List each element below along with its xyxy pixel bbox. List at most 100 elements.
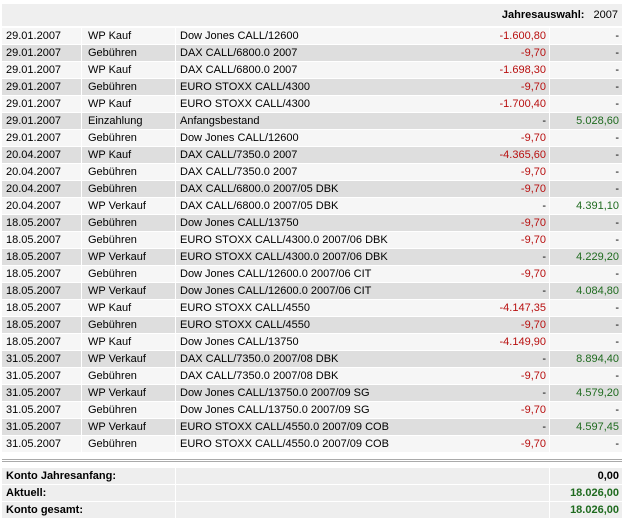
type: Gebühren (82, 181, 175, 197)
credit: - (550, 147, 622, 163)
type: WP Verkauf (82, 419, 175, 435)
debit: -4.147,35 (499, 302, 546, 314)
date: 18.05.2007 (2, 334, 81, 350)
summary-row: Konto Jahresanfang: 0,00 (2, 468, 622, 485)
debit: -9,70 (520, 166, 546, 178)
summary-row: Konto gesamt: 18.026,00 (2, 502, 622, 519)
debit: - (542, 285, 546, 297)
summary-spacer (176, 485, 549, 501)
date: 29.01.2007 (2, 130, 81, 146)
table-row: 18.05.2007 Gebühren Dow Jones CALL/12600.0… (2, 266, 622, 283)
date: 18.05.2007 (2, 232, 81, 248)
summary-label: Konto Jahresanfang: (2, 468, 175, 484)
description: DAX CALL/7350.0 2007/08 DBK (176, 368, 549, 384)
credit: - (550, 96, 622, 112)
credit: - (550, 232, 622, 248)
type: WP Verkauf (82, 198, 175, 214)
table-row: 29.01.2007 Gebühren Dow Jones CALL/12600 -9… (2, 130, 622, 147)
debit: -9,70 (520, 132, 546, 144)
description: Dow Jones CALL/13750.0 2007/09 SG (176, 402, 549, 418)
date: 29.01.2007 (2, 113, 81, 129)
table-row: 29.01.2007 WP Kauf Dow Jones CALL/12600 -1.… (2, 28, 622, 45)
date: 29.01.2007 (2, 96, 81, 112)
date: 18.05.2007 (2, 283, 81, 299)
type: Gebühren (82, 368, 175, 384)
date: 29.01.2007 (2, 28, 81, 44)
table-row: 29.01.2007 Gebühren DAX CALL/6800.0 2007 -9… (2, 45, 622, 62)
date: 31.05.2007 (2, 402, 81, 418)
date: 31.05.2007 (2, 368, 81, 384)
credit: 4.229,20 (550, 249, 622, 265)
credit: 4.597,45 (550, 419, 622, 435)
debit: -4.365,60 (499, 149, 546, 161)
debit: -9,70 (520, 438, 546, 450)
table-row: 29.01.2007 Gebühren EURO STOXX CALL/4300 -9… (2, 79, 622, 96)
summary-row: Aktuell: 18.026,00 (2, 485, 622, 502)
summary-spacer (176, 468, 549, 484)
credit: - (550, 181, 622, 197)
credit: - (550, 28, 622, 44)
type: WP Verkauf (82, 351, 175, 367)
type: Gebühren (82, 436, 175, 452)
date: 29.01.2007 (2, 79, 81, 95)
table-row: 18.05.2007 WP Kauf Dow Jones CALL/13750 -4.… (2, 334, 622, 351)
credit: 4.084,80 (550, 283, 622, 299)
table-row: 18.05.2007 WP Verkauf EURO STOXX CALL/4300… (2, 249, 622, 266)
credit: - (550, 79, 622, 95)
debit: -9,70 (520, 268, 546, 280)
description: DAX CALL/7350.0 2007/08 DBK (176, 351, 549, 367)
debit: - (542, 421, 546, 433)
type: WP Verkauf (82, 385, 175, 401)
table-row: 20.04.2007 WP Kauf DAX CALL/7350.0 2007 -4.… (2, 147, 622, 164)
credit: 4.579,20 (550, 385, 622, 401)
type: WP Verkauf (82, 283, 175, 299)
credit: - (550, 45, 622, 61)
description: EURO STOXX CALL/4550 (176, 300, 549, 316)
debit: -4.149,90 (499, 336, 546, 348)
description: DAX CALL/6800.0 2007/05 DBK (176, 181, 549, 197)
summary-label: Konto gesamt: (2, 502, 175, 518)
date: 20.04.2007 (2, 181, 81, 197)
type: WP Kauf (82, 334, 175, 350)
description: Anfangsbestand (176, 113, 549, 129)
debit: - (542, 353, 546, 365)
credit: - (550, 130, 622, 146)
separator (2, 459, 622, 462)
date: 31.05.2007 (2, 351, 81, 367)
type: WP Kauf (82, 62, 175, 78)
type: WP Kauf (82, 147, 175, 163)
table-row: 20.04.2007 Gebühren DAX CALL/7350.0 2007 -9… (2, 164, 622, 181)
table-row: 18.05.2007 Gebühren EURO STOXX CALL/4300.0… (2, 232, 622, 249)
credit: 4.391,10 (550, 198, 622, 214)
description: DAX CALL/6800.0 2007 (176, 62, 549, 78)
credit: - (550, 266, 622, 282)
table-row: 18.05.2007 WP Verkauf Dow Jones CALL/12600… (2, 283, 622, 300)
year-value[interactable]: 2007 (593, 9, 618, 21)
date: 29.01.2007 (2, 62, 81, 78)
description: EURO STOXX CALL/4300.0 2007/06 DBK (176, 232, 549, 248)
table-row: 31.05.2007 WP Verkauf DAX CALL/7350.0 2007… (2, 351, 622, 368)
table-row: 29.01.2007 WP Kauf DAX CALL/6800.0 2007 -1.… (2, 62, 622, 79)
summary-label: Aktuell: (2, 485, 175, 501)
table-row: 31.05.2007 WP Verkauf Dow Jones CALL/13750… (2, 385, 622, 402)
date: 20.04.2007 (2, 147, 81, 163)
type: Gebühren (82, 232, 175, 248)
description: EURO STOXX CALL/4300 (176, 96, 549, 112)
description: DAX CALL/7350.0 2007 (176, 147, 549, 163)
summary-spacer (176, 502, 549, 518)
date: 31.05.2007 (2, 385, 81, 401)
table-row: 29.01.2007 WP Kauf EURO STOXX CALL/4300 -1.… (2, 96, 622, 113)
credit: - (550, 62, 622, 78)
summary-value: 18.026,00 (550, 485, 622, 501)
table-row: 31.05.2007 Gebühren Dow Jones CALL/13750.0… (2, 402, 622, 419)
type: Gebühren (82, 215, 175, 231)
description: EURO STOXX CALL/4550 (176, 317, 549, 333)
debit: -1.600,80 (499, 30, 546, 42)
credit: - (550, 300, 622, 316)
description: Dow Jones CALL/13750 (176, 334, 549, 350)
debit: -9,70 (520, 47, 546, 59)
debit: -9,70 (520, 217, 546, 229)
debit: -9,70 (520, 404, 546, 416)
type: WP Verkauf (82, 249, 175, 265)
